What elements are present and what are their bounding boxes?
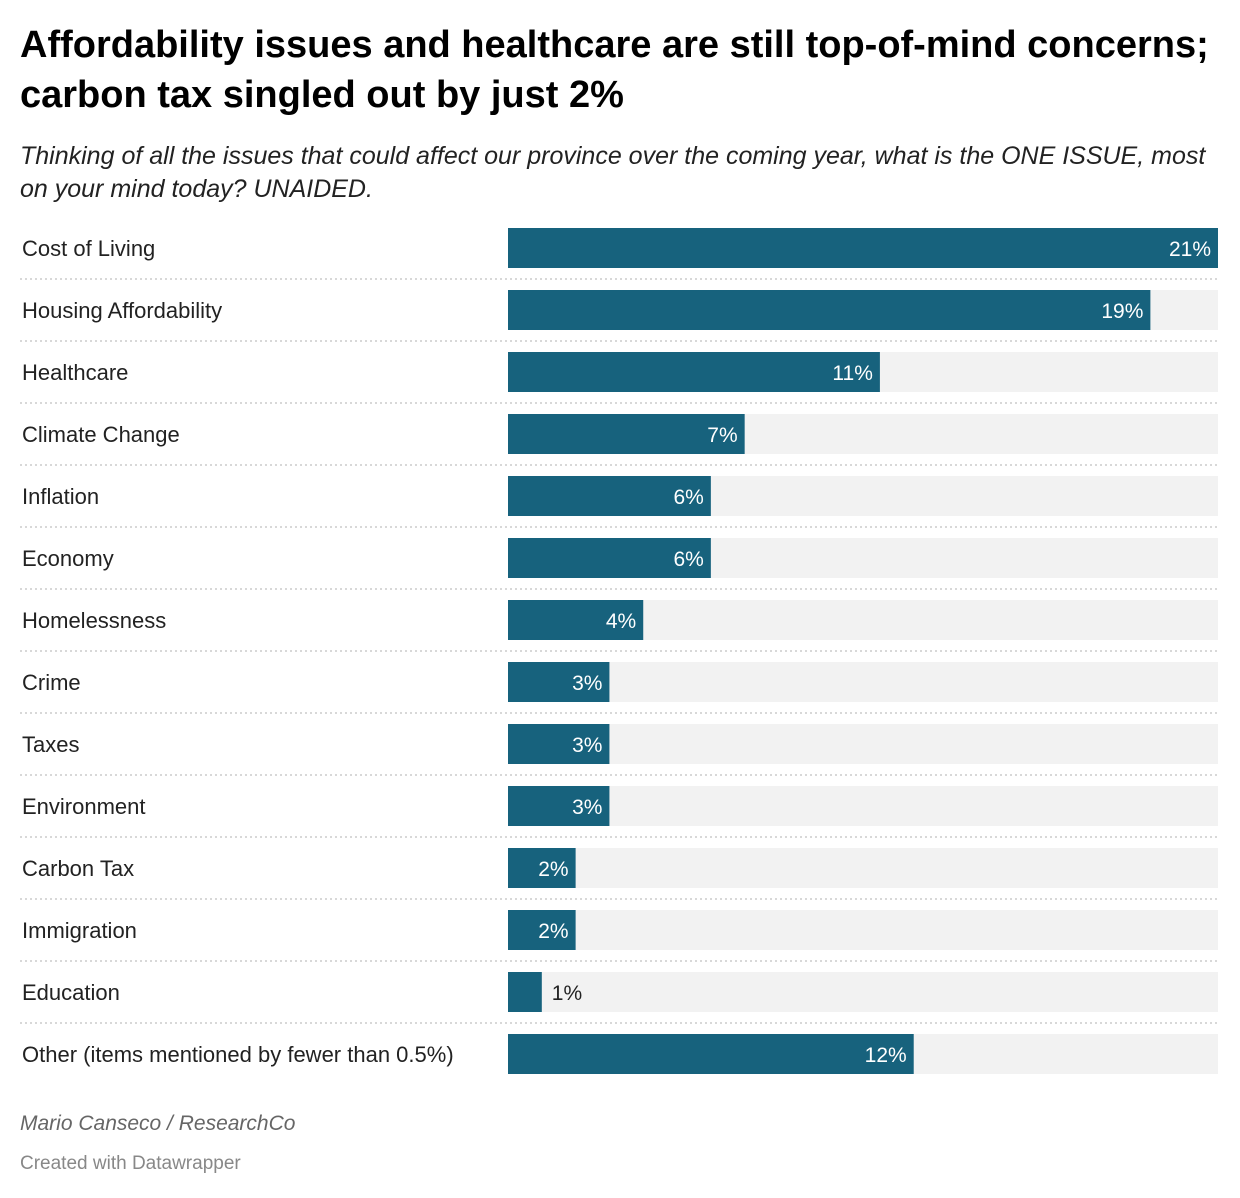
bar-track	[508, 724, 1218, 764]
bar-track	[508, 786, 1218, 826]
chart-title: Affordability issues and healthcare are …	[20, 24, 1209, 116]
value-label: 7%	[707, 424, 737, 447]
bar	[508, 290, 1151, 330]
value-label: 3%	[572, 796, 602, 819]
bar-track	[508, 910, 1218, 950]
bar	[508, 662, 610, 702]
category-label: Homelessness	[22, 608, 166, 633]
value-label: 3%	[572, 734, 602, 757]
bar-row: Immigration 2%	[20, 910, 1218, 962]
category-label: Climate Change	[22, 422, 180, 447]
category-label: Healthcare	[22, 360, 128, 385]
value-label: 4%	[606, 610, 636, 633]
bar-row: Cost of Living 21%	[20, 228, 1218, 280]
value-label: 2%	[538, 858, 568, 881]
category-label: Immigration	[22, 918, 137, 943]
bar-track	[508, 972, 1218, 1012]
category-label: Education	[22, 980, 120, 1005]
category-label: Environment	[22, 794, 146, 819]
bar	[508, 972, 542, 1012]
bar	[508, 414, 745, 454]
category-label: Inflation	[22, 484, 99, 509]
bar-row: Other (items mentioned by fewer than 0.5…	[22, 1034, 1218, 1074]
category-label: Crime	[22, 670, 81, 695]
value-label: 11%	[832, 362, 872, 385]
bar-track	[508, 848, 1218, 888]
value-label: 3%	[572, 672, 602, 695]
bar-row: Healthcare 11%	[20, 352, 1218, 404]
bar	[508, 1034, 914, 1074]
bar-row: Economy 6%	[20, 538, 1218, 590]
bar	[508, 538, 711, 578]
value-label: 21%	[1169, 238, 1211, 261]
bar-chart: Cost of Living 21% Housing Affordability 19…	[20, 228, 1218, 1074]
bar-row: Environment 3%	[20, 786, 1218, 838]
datawrapper-credit-link[interactable]: Created with Datawrapper	[20, 1153, 241, 1174]
bar	[508, 786, 610, 826]
category-label: Carbon Tax	[22, 856, 134, 881]
bar-row: Homelessness 4%	[20, 600, 1218, 652]
category-label: Taxes	[22, 732, 79, 757]
bar	[508, 352, 880, 392]
category-label: Other (items mentioned by fewer than 0.5…	[22, 1042, 454, 1067]
chart-subtitle: Thinking of all the issues that could af…	[20, 142, 1206, 203]
bar	[508, 848, 576, 888]
bar-row: Education 1%	[20, 972, 1218, 1024]
bar	[508, 600, 644, 640]
value-label: 12%	[865, 1044, 907, 1067]
bar	[508, 476, 711, 516]
bar	[508, 910, 576, 950]
bar	[508, 228, 1218, 268]
category-label: Economy	[22, 546, 114, 571]
source-note: Mario Canseco / ResearchCo	[20, 1112, 296, 1135]
bar-row: Climate Change 7%	[20, 414, 1218, 466]
bar-row: Taxes 3%	[20, 724, 1218, 776]
value-label: 2%	[538, 920, 568, 943]
bar-track	[508, 662, 1218, 702]
category-label: Housing Affordability	[22, 298, 222, 323]
value-label: 6%	[673, 486, 703, 509]
bar-row: Inflation 6%	[20, 476, 1218, 528]
value-label: 6%	[673, 548, 703, 571]
bar-row: Crime 3%	[20, 662, 1218, 714]
value-label: 19%	[1101, 300, 1143, 323]
bar-row: Carbon Tax 2%	[20, 848, 1218, 900]
category-label: Cost of Living	[22, 236, 155, 261]
bar-row: Housing Affordability 19%	[20, 290, 1218, 342]
bar	[508, 724, 610, 764]
value-label: 1%	[552, 982, 582, 1005]
